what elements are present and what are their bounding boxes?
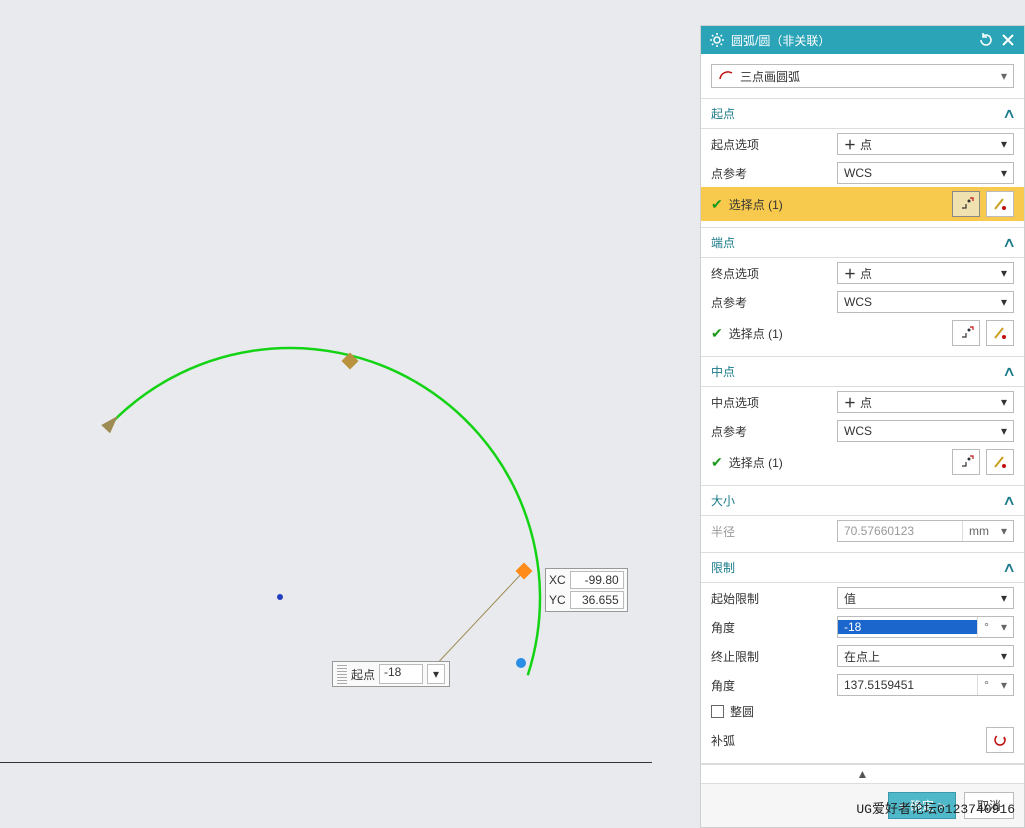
mid-option-dropdown[interactable]: ＋ 点 ▾	[837, 391, 1014, 413]
method-value: 三点画圆弧	[740, 68, 1001, 85]
start-limit-dropdown[interactable]: 值▾	[837, 587, 1014, 609]
ref-label: 点参考	[711, 165, 831, 182]
section-header-end[interactable]: 端点 ∧	[701, 228, 1024, 258]
check-icon: ✔	[711, 196, 723, 213]
chevron-down-icon: ▾	[995, 620, 1013, 634]
chevron-up-icon: ∧	[1002, 234, 1016, 251]
arc-curve	[106, 348, 540, 675]
chevron-down-icon: ▾	[995, 678, 1013, 692]
start-input-value[interactable]: -18	[379, 664, 423, 684]
chevron-down-icon[interactable]: ▾	[427, 664, 445, 684]
chevron-up-icon: ∧	[1002, 559, 1016, 576]
section-header-size[interactable]: 大小∧	[701, 486, 1024, 516]
sketch-point-button[interactable]	[986, 449, 1014, 475]
chevron-down-icon: ▾	[995, 524, 1013, 538]
xc-label: XC	[549, 573, 566, 587]
leader-line	[432, 571, 524, 669]
yc-label: YC	[549, 593, 566, 607]
section-title: 起点	[711, 105, 735, 122]
section-header-start[interactable]: 起点 ∧	[701, 99, 1024, 129]
check-icon: ✔	[711, 325, 723, 342]
yc-value: 36.655	[570, 591, 624, 609]
collapse-handle[interactable]: ▲	[701, 764, 1024, 783]
chevron-down-icon: ▾	[1001, 69, 1007, 83]
start-option-dropdown[interactable]: ＋ 点 ▾	[837, 133, 1014, 155]
chevron-down-icon: ▾	[1001, 395, 1007, 409]
start-angle-field[interactable]: -18°▾	[837, 616, 1014, 638]
start-select-point-row[interactable]: ✔ 选择点 (1)	[701, 187, 1024, 221]
section-title: 端点	[711, 234, 735, 251]
section-body-end: 终点选项 ＋ 点 ▾ 点参考 WCS ▾ ✔ 选择点 (1)	[701, 258, 1024, 357]
arc-method-icon	[718, 67, 734, 86]
arc-arrowhead	[101, 416, 118, 433]
point-icon: ＋	[844, 394, 856, 411]
coordinate-readout: XC -99.80 YC 36.655	[545, 568, 628, 612]
radius-field: 70.57660123 mm ▾	[837, 520, 1014, 542]
gear-icon	[709, 32, 725, 48]
radius-label: 半径	[711, 523, 831, 540]
chevron-down-icon: ▾	[1001, 424, 1007, 438]
sketch-point-button[interactable]	[986, 320, 1014, 346]
dialog-titlebar[interactable]: 圆弧/圆（非关联）	[701, 26, 1024, 54]
point-constructor-button[interactable]	[952, 449, 980, 475]
option-label: 起点选项	[711, 136, 831, 153]
section-title: 中点	[711, 363, 735, 380]
ground-line	[0, 762, 652, 763]
start-input-label: 起点	[351, 666, 375, 683]
method-dropdown[interactable]: 三点画圆弧 ▾	[711, 64, 1014, 88]
end-limit-dropdown[interactable]: 在点上▾	[837, 645, 1014, 667]
point-constructor-button[interactable]	[952, 191, 980, 217]
start-ref-dropdown[interactable]: WCS ▾	[837, 162, 1014, 184]
full-circle-checkbox[interactable]: 整圆	[711, 703, 1014, 720]
chevron-down-icon: ▾	[1001, 137, 1007, 151]
drag-grip-icon[interactable]	[337, 664, 347, 684]
chevron-down-icon: ▾	[1001, 166, 1007, 180]
dialog-title: 圆弧/圆（非关联）	[731, 32, 830, 49]
section-body-mid: 中点选项 ＋ 点 ▾ 点参考 WCS ▾ ✔ 选择点 (1)	[701, 387, 1024, 486]
sketch-point-button[interactable]	[986, 191, 1014, 217]
end-ref-dropdown[interactable]: WCS ▾	[837, 291, 1014, 313]
section-header-limit[interactable]: 限制∧	[701, 553, 1024, 583]
reset-icon[interactable]	[978, 32, 994, 48]
chevron-down-icon: ▾	[1001, 295, 1007, 309]
point-icon: ＋	[844, 136, 856, 153]
ref-label: 点参考	[711, 423, 831, 440]
modeling-canvas[interactable]: XC -99.80 YC 36.655 起点 -18 ▾	[0, 0, 650, 823]
ref-label: 点参考	[711, 294, 831, 311]
check-icon: ✔	[711, 454, 723, 471]
cursor-point	[516, 658, 526, 668]
end-select-point-row[interactable]: ✔ 选择点 (1)	[711, 320, 1014, 346]
chevron-up-icon: ∧	[1002, 105, 1016, 122]
start-angle-floating-input[interactable]: 起点 -18 ▾	[332, 661, 450, 687]
section-body-start: 起点选项 ＋ 点 ▾ 点参考 WCS ▾ ✔ 选择点 (1)	[701, 129, 1024, 228]
chevron-down-icon: ▾	[1001, 266, 1007, 280]
option-label: 中点选项	[711, 394, 831, 411]
section-header-mid[interactable]: 中点 ∧	[701, 357, 1024, 387]
close-icon[interactable]	[1000, 32, 1016, 48]
point-icon: ＋	[844, 265, 856, 282]
option-label: 终点选项	[711, 265, 831, 282]
complement-arc-button[interactable]	[986, 727, 1014, 753]
arc-circle-dialog: 圆弧/圆（非关联） 三点画圆弧 ▾ 起点 ∧ 起点选项 ＋	[700, 25, 1025, 828]
end-option-dropdown[interactable]: ＋ 点 ▾	[837, 262, 1014, 284]
mid-select-point-row[interactable]: ✔ 选择点 (1)	[711, 449, 1014, 475]
chevron-down-icon: ▾	[1001, 591, 1007, 605]
chevron-down-icon: ▾	[1001, 649, 1007, 663]
watermark: UG爱好者论坛0123740916	[856, 798, 1015, 817]
chevron-up-icon: ∧	[1002, 363, 1016, 380]
mid-ref-dropdown[interactable]: WCS ▾	[837, 420, 1014, 442]
point-constructor-button[interactable]	[952, 320, 980, 346]
chevron-up-icon: ∧	[1002, 492, 1016, 509]
xc-value: -99.80	[570, 571, 624, 589]
end-angle-field[interactable]: 137.5159451°▾	[837, 674, 1014, 696]
center-point	[277, 594, 283, 600]
method-row: 三点画圆弧 ▾	[701, 54, 1024, 99]
